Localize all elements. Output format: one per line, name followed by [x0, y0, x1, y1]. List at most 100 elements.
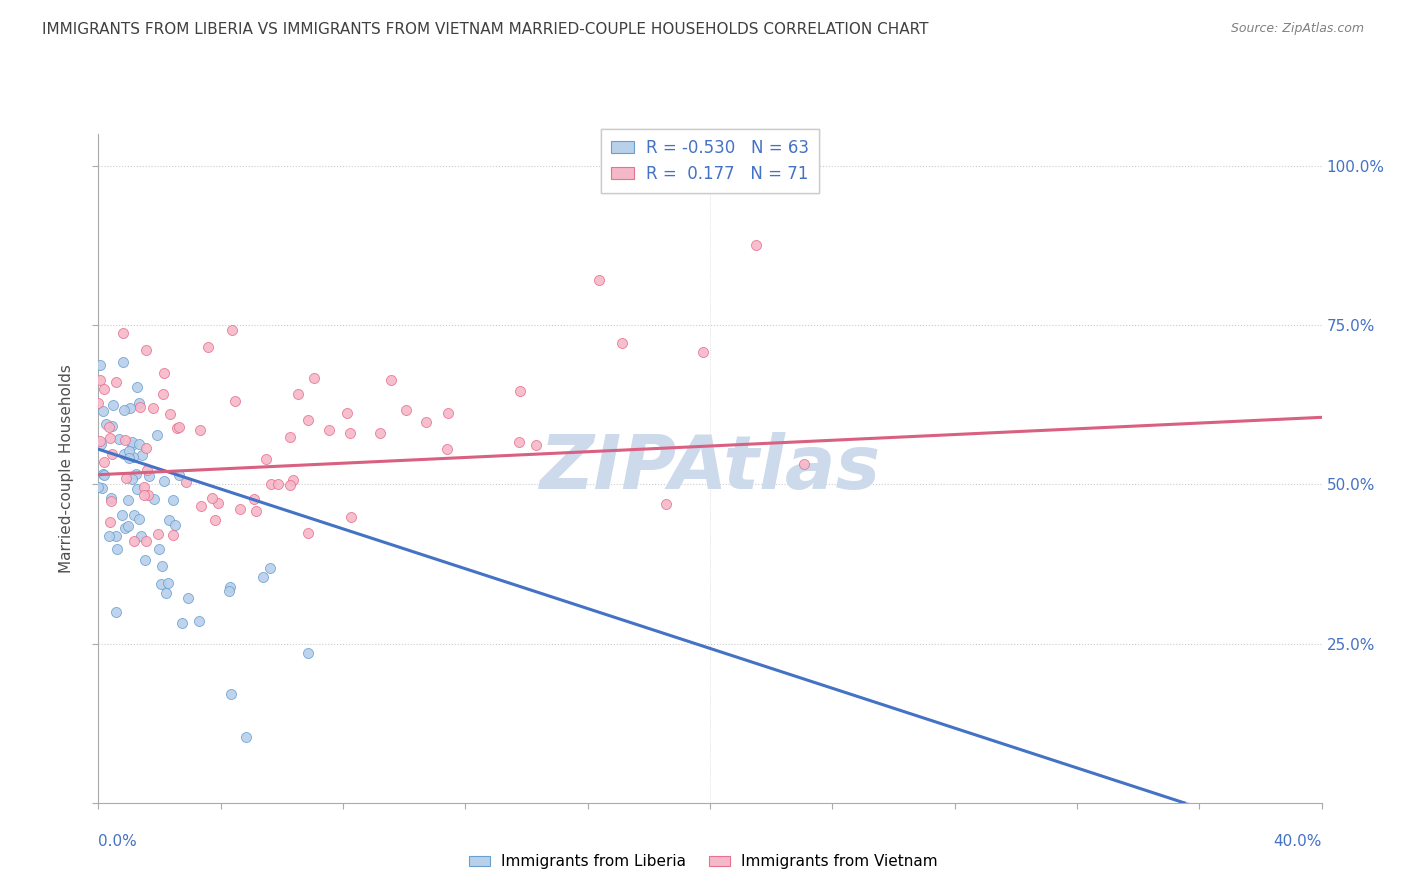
- Point: [124, 467, 146, 481]
- Point: [166, 421, 188, 435]
- Point: [157, 576, 180, 591]
- Point: [104, 529, 127, 543]
- Legend: R = -0.530   N = 63, R =  0.177   N = 71: R = -0.530 N = 63, R = 0.177 N = 71: [600, 128, 820, 193]
- Point: [153, 367, 176, 381]
- Point: [93, 455, 115, 469]
- Point: [267, 477, 290, 491]
- Point: [153, 474, 176, 488]
- Point: [415, 415, 437, 429]
- Point: [117, 444, 139, 458]
- Point: [146, 527, 169, 541]
- Point: [254, 452, 277, 467]
- Point: [87, 479, 110, 493]
- Point: [136, 462, 159, 476]
- Point: [132, 480, 155, 494]
- Point: [96, 417, 118, 431]
- Point: [117, 493, 139, 508]
- Point: [395, 402, 418, 417]
- Point: [146, 428, 169, 442]
- Point: [100, 494, 122, 508]
- Legend: Immigrants from Liberia, Immigrants from Vietnam: Immigrants from Liberia, Immigrants from…: [463, 848, 943, 875]
- Point: [745, 238, 768, 252]
- Point: [134, 552, 156, 566]
- Point: [612, 336, 634, 351]
- Point: [98, 529, 121, 543]
- Point: [105, 605, 128, 619]
- Point: [224, 394, 246, 409]
- Point: [167, 467, 190, 482]
- Point: [98, 515, 121, 529]
- Point: [89, 434, 111, 448]
- Point: [122, 508, 145, 522]
- Point: [297, 412, 319, 426]
- Point: [101, 398, 124, 412]
- Point: [135, 533, 157, 548]
- Point: [283, 473, 305, 487]
- Point: [142, 401, 165, 415]
- Point: [197, 340, 219, 354]
- Point: [218, 583, 240, 598]
- Point: [170, 616, 193, 631]
- Point: [260, 477, 283, 491]
- Point: [128, 512, 150, 526]
- Text: Source: ZipAtlas.com: Source: ZipAtlas.com: [1230, 22, 1364, 36]
- Point: [152, 387, 174, 401]
- Point: [122, 450, 145, 464]
- Point: [89, 358, 111, 372]
- Point: [339, 425, 361, 440]
- Point: [93, 468, 115, 483]
- Point: [219, 687, 242, 701]
- Text: ZIPAtlas: ZIPAtlas: [540, 432, 880, 505]
- Point: [135, 441, 157, 455]
- Point: [125, 380, 148, 394]
- Point: [128, 396, 150, 410]
- Point: [108, 432, 131, 446]
- Point: [120, 401, 142, 416]
- Point: [207, 496, 229, 510]
- Point: [100, 418, 122, 433]
- Point: [655, 497, 678, 511]
- Point: [121, 472, 143, 486]
- Point: [167, 420, 190, 434]
- Point: [135, 343, 157, 357]
- Point: [100, 491, 122, 505]
- Point: [150, 558, 173, 573]
- Point: [201, 491, 224, 505]
- Point: [118, 450, 141, 465]
- Point: [219, 580, 242, 594]
- Point: [90, 437, 112, 451]
- Point: [114, 433, 136, 447]
- Point: [278, 478, 301, 492]
- Point: [245, 504, 267, 518]
- Point: [162, 493, 184, 508]
- Point: [150, 577, 173, 591]
- Point: [112, 403, 135, 417]
- Point: [437, 407, 460, 421]
- Text: 0.0%: 0.0%: [98, 834, 138, 849]
- Point: [111, 508, 134, 522]
- Point: [104, 375, 127, 389]
- Point: [91, 467, 114, 481]
- Point: [138, 468, 160, 483]
- Point: [340, 510, 363, 524]
- Point: [692, 344, 714, 359]
- Point: [159, 407, 181, 421]
- Point: [204, 513, 226, 527]
- Point: [128, 401, 150, 415]
- Point: [112, 446, 135, 460]
- Point: [188, 423, 211, 437]
- Point: [115, 471, 138, 485]
- Point: [112, 326, 135, 340]
- Point: [91, 482, 114, 496]
- Point: [128, 437, 150, 451]
- Point: [100, 447, 122, 461]
- Point: [93, 383, 115, 397]
- Point: [318, 423, 340, 437]
- Point: [259, 561, 281, 575]
- Point: [131, 448, 153, 462]
- Point: [302, 371, 325, 385]
- Point: [125, 482, 148, 496]
- Point: [121, 434, 143, 449]
- Point: [177, 591, 200, 605]
- Point: [187, 614, 209, 628]
